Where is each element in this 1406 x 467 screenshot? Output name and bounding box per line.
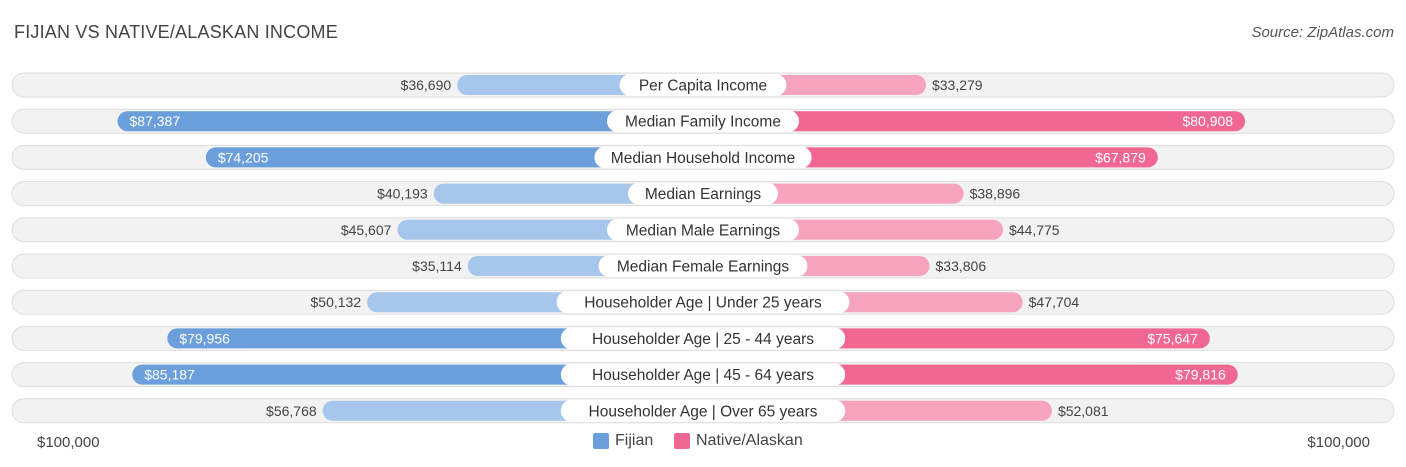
- axis-label-right: $100,000: [1307, 434, 1370, 451]
- category-label-median-family-income: Median Family Income: [625, 114, 781, 131]
- category-pill-median-household-income: [594, 146, 812, 169]
- value-label-fijian-median-female-earnings: $35,114: [412, 258, 462, 274]
- value-label-native-alaskan-median-male-earnings: $44,775: [1009, 222, 1060, 238]
- value-label-native-alaskan-per-capita-income: $33,279: [932, 77, 983, 93]
- value-label-fijian-median-earnings: $40,193: [377, 186, 428, 202]
- category-pill-per-capita-income: [619, 74, 787, 96]
- legend-label-native-alaskan: Native/Alaskan: [696, 432, 803, 449]
- source-label: Source: ZipAtlas.com: [1251, 24, 1394, 41]
- legend-item-fijian: Fijian: [593, 432, 653, 450]
- category-pill-householder-age-over-65-years: [560, 399, 846, 422]
- legend: Fijian Native/Alaskan: [0, 432, 1406, 454]
- bar-native-alaskan-median-family-income: [703, 111, 1246, 132]
- bar-native-alaskan-median-household-income: [703, 147, 1158, 168]
- category-label-median-household-income: Median Household Income: [611, 150, 795, 167]
- value-label-fijian-median-male-earnings: $45,607: [341, 222, 392, 238]
- value-label-native-alaskan-median-earnings: $38,896: [970, 186, 1021, 202]
- value-label-fijian-per-capita-income: $36,690: [401, 77, 452, 93]
- category-pill-householder-age-under-25-years: [556, 291, 850, 314]
- category-label-householder-age-45-64-years: Householder Age | 45 - 64 years: [592, 367, 814, 384]
- legend-swatch-native-alaskan: [674, 433, 690, 449]
- value-label-native-alaskan-median-female-earnings: $33,806: [936, 258, 987, 274]
- category-label-householder-age-25-44-years: Householder Age | 25 - 44 years: [592, 331, 814, 348]
- value-label-fijian-median-family-income: $87,387: [130, 113, 181, 129]
- value-label-native-alaskan-median-household-income: $67,879: [1095, 149, 1146, 165]
- category-pill-median-male-earnings: [607, 218, 799, 241]
- chart-title: FIJIAN VS NATIVE/ALASKAN INCOME: [14, 22, 338, 42]
- category-label-median-female-earnings: Median Female Earnings: [617, 259, 790, 276]
- value-label-native-alaskan-householder-age-25-44-years: $75,647: [1147, 330, 1198, 346]
- category-label-median-earnings: Median Earnings: [645, 186, 762, 203]
- bar-fijian-householder-age-45-64-years: [132, 364, 704, 385]
- bar-fijian-median-family-income: [117, 111, 704, 132]
- value-label-native-alaskan-median-family-income: $80,908: [1182, 113, 1233, 129]
- category-pill-median-family-income: [607, 110, 799, 133]
- category-label-householder-age-over-65-years: Householder Age | Over 65 years: [589, 403, 818, 420]
- value-label-native-alaskan-householder-age-under-25-years: $47,704: [1029, 294, 1080, 310]
- value-label-fijian-householder-age-over-65-years: $56,768: [266, 403, 317, 419]
- legend-label-fijian: Fijian: [615, 432, 654, 449]
- category-pill-median-earnings: [628, 182, 778, 205]
- category-label-per-capita-income: Per Capita Income: [639, 78, 767, 95]
- legend-swatch-fijian: [593, 433, 609, 449]
- category-label-householder-age-under-25-years: Householder Age | Under 25 years: [584, 295, 822, 312]
- value-label-fijian-median-household-income: $74,205: [218, 149, 269, 165]
- legend-item-native-alaskan: Native/Alaskan: [674, 432, 803, 450]
- value-label-native-alaskan-householder-age-45-64-years: $79,816: [1175, 367, 1226, 383]
- category-pill-householder-age-25-44-years: [560, 327, 846, 350]
- value-label-fijian-householder-age-under-25-years: $50,132: [311, 294, 362, 310]
- category-label-median-male-earnings: Median Male Earnings: [626, 222, 780, 239]
- value-label-native-alaskan-householder-age-over-65-years: $52,081: [1058, 403, 1109, 419]
- bar-fijian-median-household-income: [205, 147, 703, 168]
- value-label-fijian-householder-age-25-44-years: $79,956: [179, 330, 230, 346]
- category-pill-median-female-earnings: [598, 255, 808, 277]
- value-label-fijian-householder-age-45-64-years: $85,187: [144, 367, 195, 383]
- axis-label-left: $100,000: [37, 434, 100, 451]
- category-pill-householder-age-45-64-years: [560, 363, 846, 386]
